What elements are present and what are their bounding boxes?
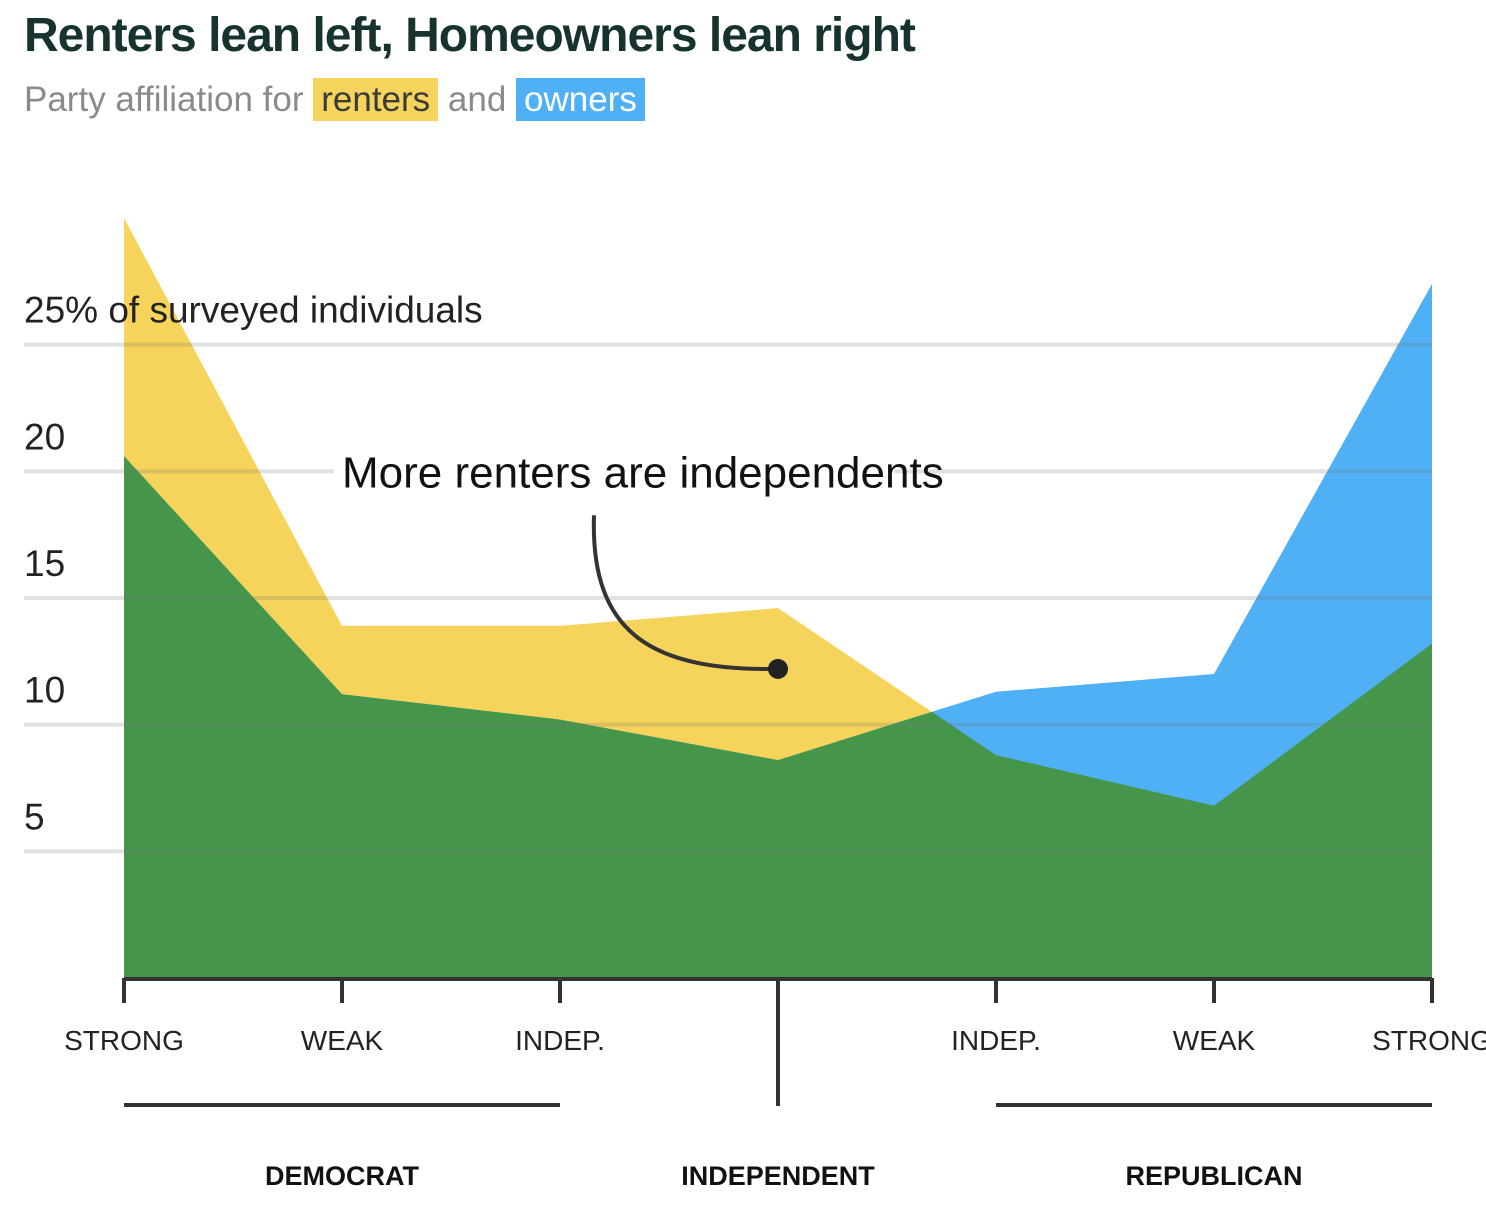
annotation-leader	[591, 515, 779, 671]
annotation-label: More renters are independents	[342, 448, 944, 497]
subtitle-prefix: Party affiliation for	[24, 80, 304, 119]
renters-legend-key: renters	[313, 78, 439, 121]
x-category-label: WEAK	[1173, 1025, 1256, 1056]
y-tick-label: 5	[24, 796, 45, 837]
y-tick-label: 10	[24, 670, 65, 711]
x-category-label: STRONG	[64, 1025, 184, 1056]
group-label: DEMOCRAT	[265, 1161, 419, 1191]
y-tick-label: 20	[24, 416, 65, 457]
overlap-area	[124, 456, 1432, 979]
annotation-bg	[334, 445, 894, 502]
y-tick-label: 25% of surveyed individuals	[24, 290, 483, 331]
chart-title: Renters lean left, Homeowners lean right	[24, 9, 916, 62]
subtitle-and: and	[447, 80, 507, 119]
group-label: INDEPENDENT	[681, 1161, 875, 1191]
x-category-label: STRONG	[1372, 1025, 1486, 1056]
x-category-label: INDEP.	[515, 1025, 605, 1056]
x-category-label: INDEP.	[951, 1025, 1041, 1056]
group-label: REPUBLICAN	[1125, 1161, 1302, 1191]
y-tick-label: 15	[24, 543, 65, 584]
owners-legend-key: owners	[516, 78, 645, 121]
annotation-dot	[768, 658, 788, 679]
chart-subtitle: Party affiliation for renters and owners	[24, 78, 645, 121]
x-category-label: WEAK	[301, 1025, 384, 1056]
